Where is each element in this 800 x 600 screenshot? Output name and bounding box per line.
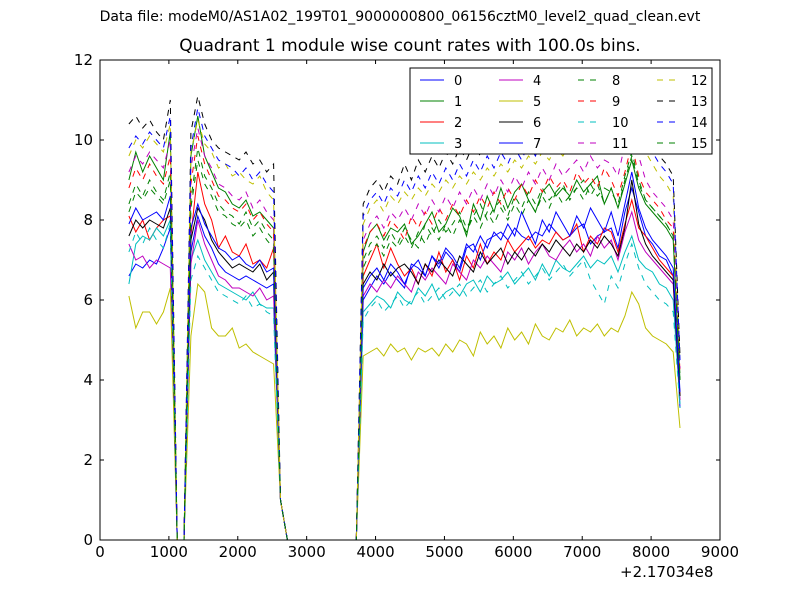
y-tick-label: 10	[74, 131, 93, 149]
y-tick-label: 4	[83, 371, 93, 389]
x-tick-label: 6000	[494, 543, 532, 561]
series-line-11	[128, 83, 681, 540]
x-tick-label: 7000	[563, 543, 601, 561]
legend-label-10: 10	[612, 116, 629, 131]
series-line-5	[128, 282, 681, 540]
legend-label-3: 3	[454, 137, 462, 152]
series-line-7	[128, 171, 681, 540]
x-axis-offset-label: +2.17034e8	[620, 563, 714, 581]
series-line-1	[128, 115, 681, 540]
legend-label-8: 8	[612, 74, 620, 89]
legend-label-11: 11	[612, 137, 629, 152]
legend-label-4: 4	[533, 74, 541, 89]
series-line-4	[128, 210, 681, 540]
x-tick-label: 8000	[632, 543, 670, 561]
x-tick-label: 3000	[288, 543, 326, 561]
x-tick-label: 0	[95, 543, 105, 561]
series-line-3	[128, 219, 681, 540]
axes-layer: 0 1000 2000 3000 4000 5000 6000 7000 8000 9000 0 2 4…	[74, 51, 739, 561]
legend-label-13: 13	[691, 95, 708, 110]
legend-box	[409, 67, 713, 155]
chart-title: Quadrant 1 module wise count rates with …	[179, 36, 641, 56]
series-line-9	[128, 135, 681, 540]
series-line-8	[128, 147, 681, 540]
series-line-6	[128, 179, 681, 540]
series-line-10	[128, 223, 681, 540]
x-tick-label: 2000	[219, 543, 257, 561]
y-tick-label: 0	[83, 531, 93, 549]
x-tick-label: 9000	[701, 543, 739, 561]
x-tick-label: 1000	[150, 543, 188, 561]
legend-label-14: 14	[691, 116, 708, 131]
legend-label-15: 15	[691, 137, 708, 152]
y-tick-label: 6	[83, 291, 93, 309]
y-tick-label: 2	[83, 451, 93, 469]
series-line-15	[128, 150, 681, 540]
legend-label-2: 2	[454, 116, 462, 131]
legend-label-0: 0	[454, 74, 462, 89]
x-tick-label: 4000	[356, 543, 394, 561]
series-line-2	[128, 171, 681, 540]
series-layer	[128, 71, 681, 540]
series-line-12	[128, 98, 681, 540]
legend-label-7: 7	[533, 137, 541, 152]
y-tick-label: 12	[74, 51, 93, 69]
legend-label-1: 1	[454, 95, 462, 110]
legend-label-5: 5	[533, 95, 541, 110]
y-tick-label: 8	[83, 211, 93, 229]
figure-suptitle: Data file: modeM0/AS1A02_199T01_90000008…	[99, 9, 701, 25]
legend-label-6: 6	[533, 116, 541, 131]
series-line-13	[128, 78, 681, 540]
legend-label-9: 9	[612, 95, 620, 110]
legend-label-12: 12	[691, 74, 708, 89]
x-tick-label: 5000	[425, 543, 463, 561]
